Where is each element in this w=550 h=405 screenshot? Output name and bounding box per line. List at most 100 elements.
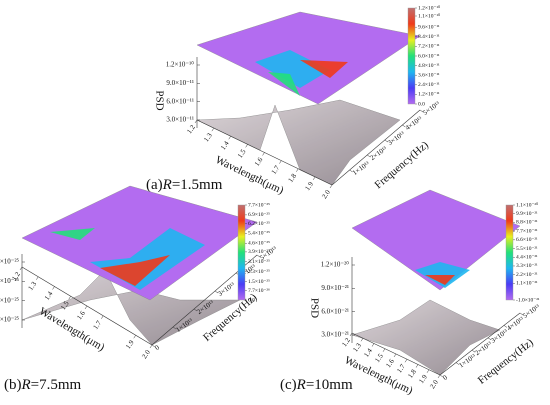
y-tick-label: 5×10¹³ bbox=[521, 303, 541, 320]
x-tick-label: 2.0 bbox=[320, 188, 332, 200]
x-tick-label: 1.6 bbox=[75, 309, 87, 321]
y-tick-label: 3×10¹³ bbox=[216, 281, 236, 298]
colorbar-tick-label: 4.8×10⁻¹¹ bbox=[418, 63, 440, 69]
y-tick bbox=[172, 326, 177, 330]
x-tick-label: 1.4 bbox=[43, 290, 55, 302]
y-tick-label: 1×10¹³ bbox=[351, 160, 371, 177]
colorbar bbox=[407, 7, 416, 105]
x-tick bbox=[415, 364, 419, 368]
x-tick bbox=[52, 286, 55, 290]
caption-value: =7.5mm bbox=[31, 377, 82, 393]
caption: (c)R=10mm bbox=[280, 377, 353, 393]
x-tick bbox=[68, 296, 71, 300]
x-tick bbox=[211, 127, 215, 132]
colorbar-tick-label: 0.0 bbox=[248, 297, 255, 303]
colorbar-tick-label: 6.6×10⁻²¹ bbox=[516, 237, 538, 243]
x-tick bbox=[194, 119, 198, 124]
contour-region bbox=[425, 275, 455, 285]
z-axis-title: PSD bbox=[308, 298, 320, 318]
y-tick bbox=[419, 109, 424, 113]
surface-plot: 1.21.31.41.51.61.71.81.92.01×10¹³2×10¹³3… bbox=[146, 4, 441, 200]
colorbar-tick-label: 7.7×10⁻²¹ bbox=[516, 228, 538, 234]
y-tick-label: 0 bbox=[153, 343, 161, 352]
x-tick bbox=[312, 176, 316, 181]
surface bbox=[196, 99, 401, 186]
x-tick bbox=[19, 266, 23, 271]
colorbar-tick-label: 8.4×10⁻¹¹ bbox=[418, 34, 440, 40]
y-tick-label: 4×10¹³ bbox=[404, 115, 424, 132]
x-tick bbox=[371, 343, 375, 347]
x-tick bbox=[84, 305, 88, 310]
caption-label: (a) bbox=[146, 177, 163, 193]
x-tick bbox=[329, 184, 333, 189]
x-tick bbox=[228, 136, 231, 140]
colorbar-tick-label: 3.9×10⁻²⁵ bbox=[248, 249, 270, 255]
z-tick-label: 9.0×10⁻²¹ bbox=[321, 284, 349, 292]
x-tick-label: 1.7 bbox=[92, 319, 104, 331]
x-tick bbox=[382, 348, 386, 352]
y-tick bbox=[151, 344, 156, 348]
x-tick-label: 1.2 bbox=[340, 336, 352, 348]
y-tick bbox=[439, 374, 444, 378]
caption-label: (b) bbox=[4, 377, 22, 393]
x-tick bbox=[101, 315, 104, 319]
x-tick-label: 1.2 bbox=[185, 123, 197, 135]
y-tick bbox=[487, 337, 492, 341]
contour-plane bbox=[196, 11, 421, 105]
x-tick-label: 1.9 bbox=[417, 373, 429, 385]
x-tick bbox=[245, 144, 248, 148]
caption: (b)R=7.5mm bbox=[4, 377, 82, 393]
x-tick bbox=[349, 332, 353, 337]
colorbar-tick-label: 4.6×10⁻²⁵ bbox=[248, 241, 270, 247]
x-tick-label: 1.6 bbox=[384, 357, 396, 369]
caption: (a)R=1.5mm bbox=[146, 177, 223, 193]
colorbar-tick-label: 1.1×10⁻²⁰ bbox=[516, 201, 539, 208]
y-tick bbox=[402, 124, 406, 128]
caption-variable: R bbox=[21, 377, 31, 393]
contour-region bbox=[255, 50, 330, 88]
colorbar bbox=[237, 204, 246, 301]
surface-plot: 1.21.31.41.51.61.71.92.001×10¹³2×10¹³3×1… bbox=[0, 185, 278, 393]
y-tick bbox=[214, 290, 219, 294]
z-tick-label: 9.0×10⁻¹¹ bbox=[166, 79, 194, 87]
z-tick-label: 3.0×10⁻²¹ bbox=[321, 331, 349, 339]
colorbar-tick-label: 4.4×10⁻²¹ bbox=[516, 255, 538, 261]
surface bbox=[21, 269, 241, 346]
x-tick bbox=[426, 369, 430, 373]
x-tick bbox=[360, 338, 364, 342]
colorbar-tick-label: 2.3×10⁻²⁵ bbox=[248, 269, 270, 275]
contour-plane bbox=[21, 185, 258, 301]
colorbar-tick-label: 1.2×10⁻¹¹ bbox=[418, 92, 440, 98]
x-tick bbox=[296, 168, 299, 172]
y-tick bbox=[471, 349, 476, 353]
x-tick bbox=[279, 160, 282, 164]
z-tick-label: 2×10⁻²⁵ bbox=[0, 316, 20, 324]
colorbar-tick-label: 5.5×10⁻²¹ bbox=[516, 246, 538, 252]
x-tick-label: 1.2 bbox=[10, 270, 22, 282]
y-axis bbox=[439, 312, 521, 376]
y-tick-label: 0 bbox=[441, 373, 449, 382]
caption-variable: R bbox=[162, 177, 172, 193]
colorbar-tick-label: 9.9×10⁻²¹ bbox=[516, 211, 538, 217]
colorbar-tick-label: 7.7×10⁻²⁵ bbox=[248, 202, 270, 208]
x-tick-label: 1.7 bbox=[270, 164, 282, 176]
colorbar-tick-label: 2.2×10⁻²¹ bbox=[516, 272, 538, 278]
colorbar-tick-label: 1.2×10⁻¹⁰ bbox=[418, 4, 441, 11]
colorbar-tick-label: 8.8×10⁻²¹ bbox=[516, 220, 538, 226]
colorbar-tick-label: 7.2×10⁻¹¹ bbox=[418, 44, 440, 50]
surface-plot: 1.2 1.3 1.4 1.5 1.6 1.7 1.8 1.9 2.001×10¹³2×10¹³… bbox=[280, 189, 541, 397]
colorbar-tick-label: 6.9×10⁻²⁵ bbox=[248, 212, 270, 218]
colorbar-tick-label: 3.6×10⁻¹¹ bbox=[418, 72, 440, 78]
colorbar-tick-label: 6.0×10⁻¹¹ bbox=[418, 53, 440, 59]
x-tick-label: 1.5 bbox=[373, 352, 385, 364]
x-tick-label: 1.3 bbox=[351, 341, 363, 353]
y-tick bbox=[503, 325, 508, 328]
z-axis-title: PSD bbox=[153, 90, 165, 110]
y-tick-label: 2×10¹³ bbox=[473, 340, 493, 357]
contour-plane bbox=[351, 189, 521, 291]
x-tick-label: 1.7 bbox=[395, 362, 407, 374]
y-tick bbox=[193, 308, 198, 312]
colorbar-tick-label: 1.1×10⁻²¹ bbox=[516, 281, 538, 287]
z-tick-label: 6.0×10⁻²¹ bbox=[321, 307, 349, 315]
